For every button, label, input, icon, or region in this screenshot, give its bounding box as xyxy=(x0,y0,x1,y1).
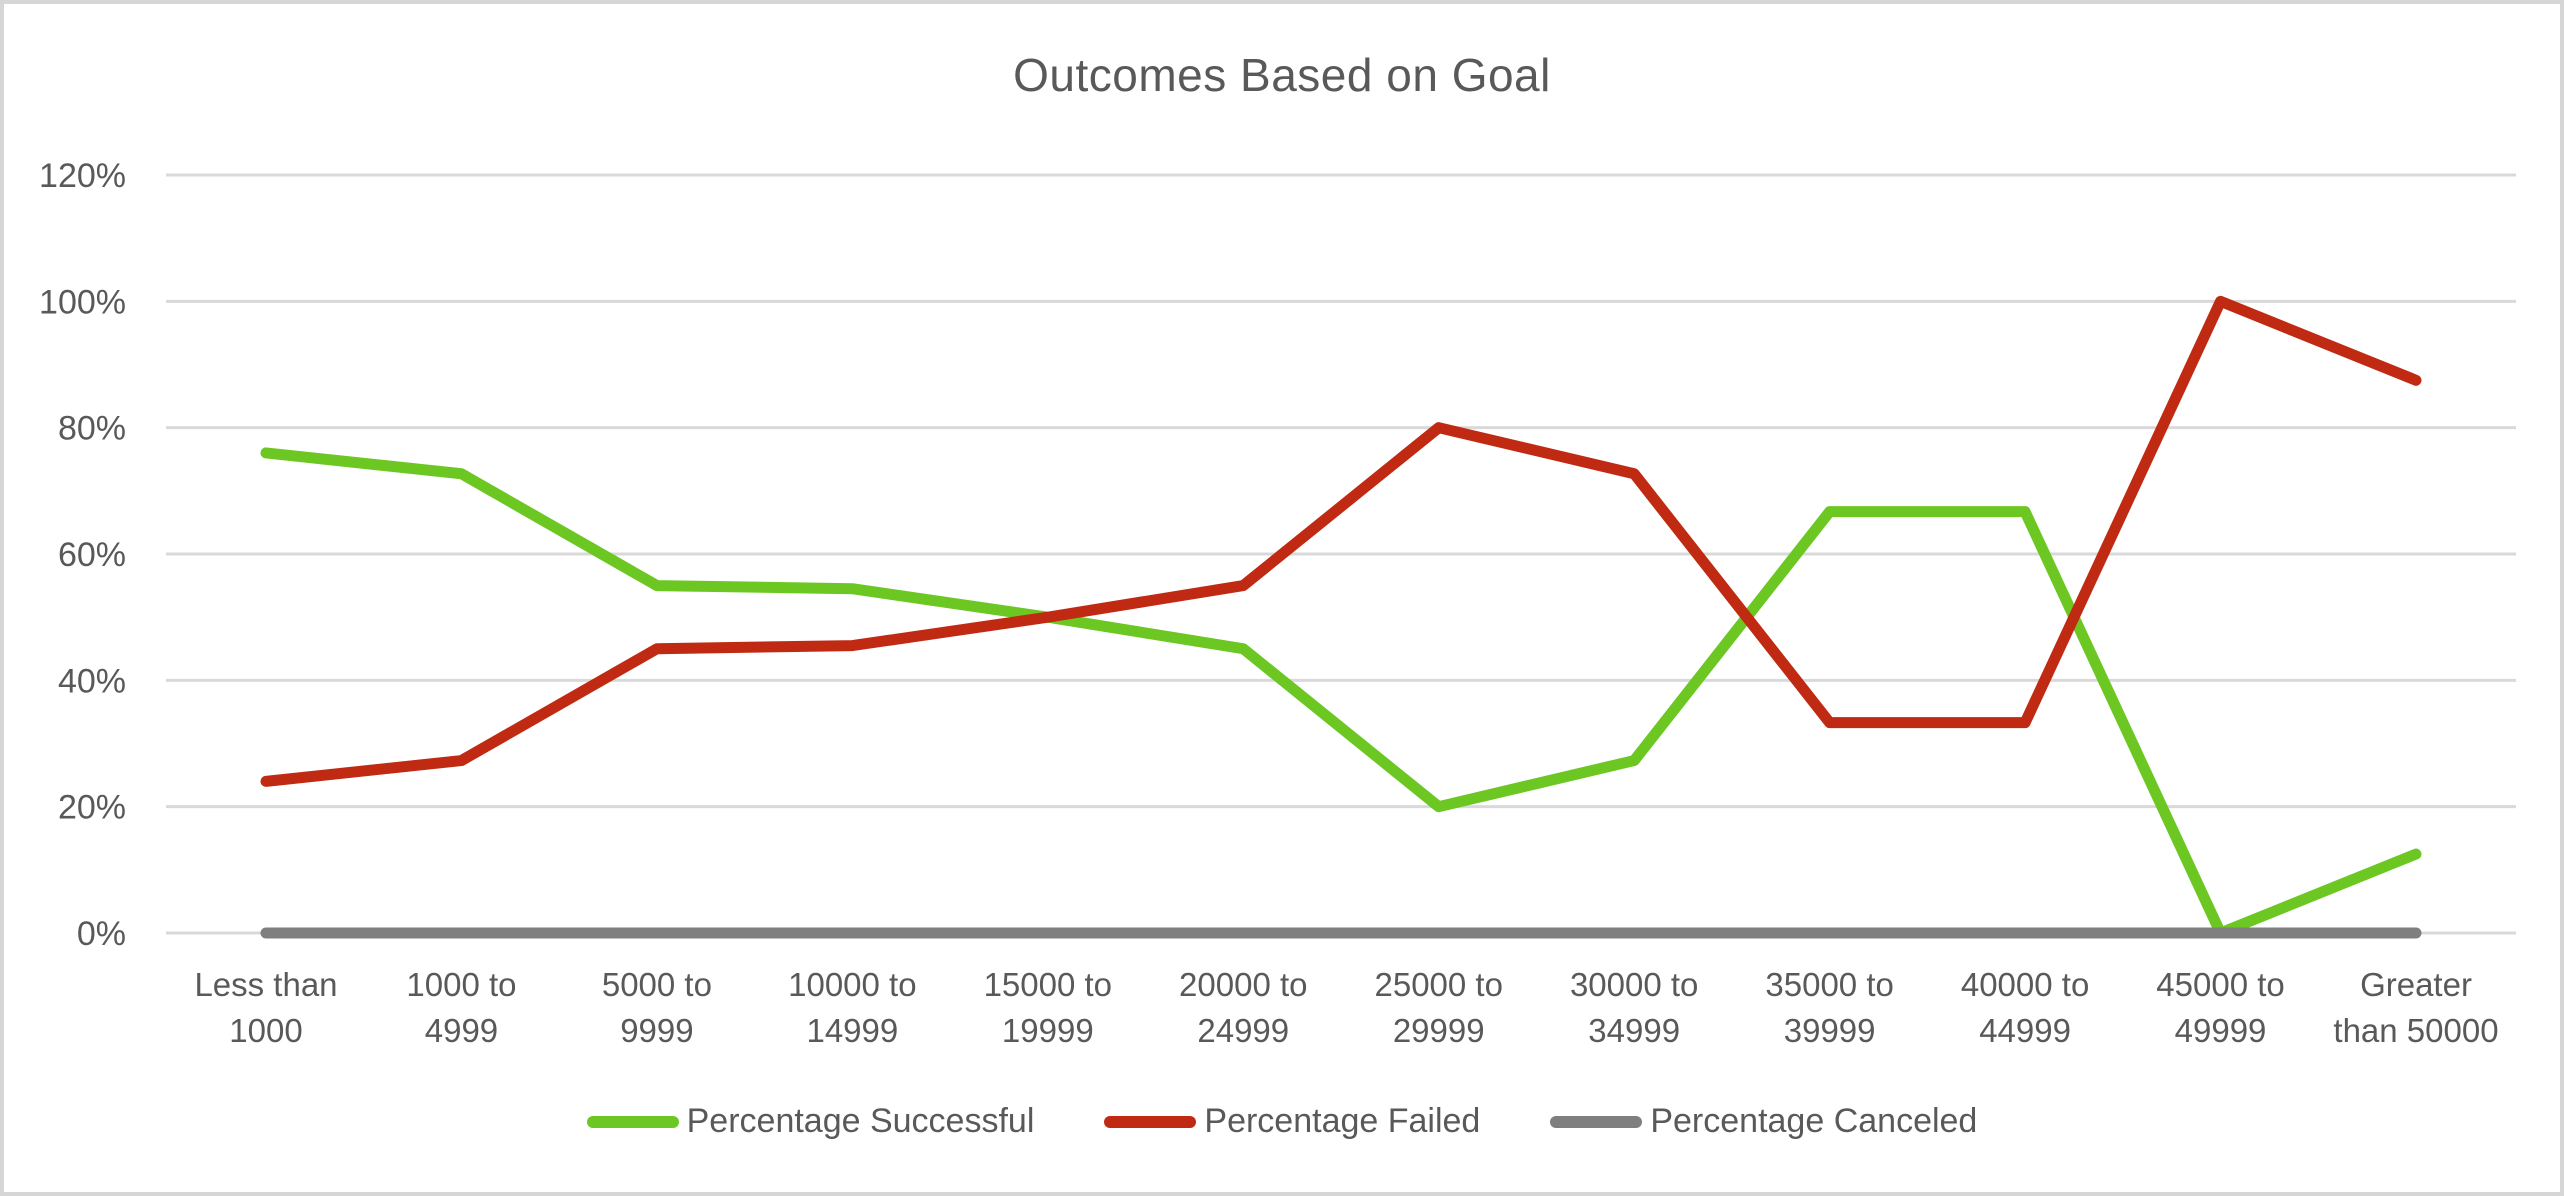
x-axis-tick-line: 5000 to xyxy=(601,966,712,1003)
chart-title: Outcomes Based on Goal xyxy=(1013,49,1551,101)
x-axis-tick-label: 5000 to 9999 xyxy=(537,962,777,1054)
y-axis-tick-label: 80% xyxy=(58,410,126,448)
x-axis-tick-line: 1000 xyxy=(229,1012,303,1049)
x-axis-tick-line: 49999 xyxy=(2174,1012,2267,1049)
x-axis-tick-line: 20000 to xyxy=(1179,966,1308,1003)
x-axis-tick-line: 19999 xyxy=(1001,1012,1094,1049)
x-axis-tick-line: 29999 xyxy=(1392,1012,1485,1049)
y-axis-tick-label: 60% xyxy=(58,536,126,574)
y-axis-tick-label: 0% xyxy=(77,915,126,953)
y-axis-tick-label: 40% xyxy=(58,662,126,700)
x-axis-tick-label: 30000 to 34999 xyxy=(1514,962,1754,1054)
x-axis-tick-line: 30000 to xyxy=(1569,966,1699,1003)
x-axis-tick-line: 34999 xyxy=(1588,1012,1681,1049)
x-axis-tick-label: Less than 1000 xyxy=(146,962,386,1054)
x-axis-tick-label: 20000 to 24999 xyxy=(1123,962,1363,1054)
x-axis: Less than 1000 1000 to 4999 5000 to 9999 10000… xyxy=(4,962,2560,1062)
x-axis-tick-line: 10000 to xyxy=(788,966,917,1003)
legend: Percentage Successful Percentage Failed Pe… xyxy=(4,1102,2560,1141)
x-axis-tick-line: 25000 to xyxy=(1374,966,1503,1003)
legend-item-percentage-canceled: Percentage Canceled xyxy=(1550,1102,1977,1141)
x-axis-tick-line: 35000 to xyxy=(1765,966,1894,1003)
x-axis-tick-line: than 50000 xyxy=(2333,1012,2499,1049)
legend-label: Percentage Canceled xyxy=(1650,1102,1978,1140)
legend-label: Percentage Successful xyxy=(686,1102,1035,1140)
x-axis-tick-label: 35000 to 39999 xyxy=(1710,962,1950,1054)
x-axis-tick-line: 44999 xyxy=(1979,1012,2071,1049)
y-axis-tick-label: 20% xyxy=(58,789,126,827)
x-axis-tick-label: 10000 to 14999 xyxy=(732,962,972,1054)
x-axis-tick-line: 24999 xyxy=(1197,1012,1290,1049)
x-axis-tick-label: 40000 to 44999 xyxy=(1905,962,2145,1054)
x-axis-tick-label: 45000 to 49999 xyxy=(2101,962,2341,1054)
x-axis-tick-line: 14999 xyxy=(806,1012,899,1049)
x-axis-tick-label: 25000 to 29999 xyxy=(1319,962,1559,1054)
legend-swatch-percentage-canceled xyxy=(1550,1115,1643,1128)
series-line-percentage-failed xyxy=(260,295,2422,787)
y-axis-tick-label: 120% xyxy=(39,157,126,195)
legend-swatch-percentage-successful xyxy=(586,1115,679,1128)
x-axis-tick-label: Greater than 50000 xyxy=(2296,962,2536,1054)
x-axis-tick-line: Greater xyxy=(2360,966,2472,1003)
x-axis-tick-line: 1000 to xyxy=(406,966,517,1003)
x-axis-tick-line: 15000 to xyxy=(983,966,1113,1003)
x-axis-tick-label: 1000 to 4999 xyxy=(341,962,581,1054)
x-axis-tick-line: Less than xyxy=(194,966,338,1003)
legend-swatch-percentage-failed xyxy=(1104,1115,1197,1128)
legend-item-percentage-failed: Percentage Failed xyxy=(1104,1102,1480,1141)
plot-area: 0% 20% 40% 60% 80% 100% 120% xyxy=(39,157,2516,953)
legend-item-percentage-successful: Percentage Successful xyxy=(586,1102,1035,1141)
x-axis-tick-label: 15000 to 19999 xyxy=(928,962,1168,1054)
x-axis-tick-line: 9999 xyxy=(620,1012,694,1049)
x-axis-tick-line: 45000 to xyxy=(2156,966,2285,1003)
series-line-percentage-successful xyxy=(260,447,2422,939)
y-axis-tick-label: 100% xyxy=(39,283,126,321)
x-axis-tick-line: 40000 to xyxy=(1960,966,2090,1003)
x-axis-tick-line: 39999 xyxy=(1783,1012,1876,1049)
legend-label: Percentage Failed xyxy=(1204,1102,1481,1140)
x-axis-tick-line: 4999 xyxy=(424,1012,499,1049)
